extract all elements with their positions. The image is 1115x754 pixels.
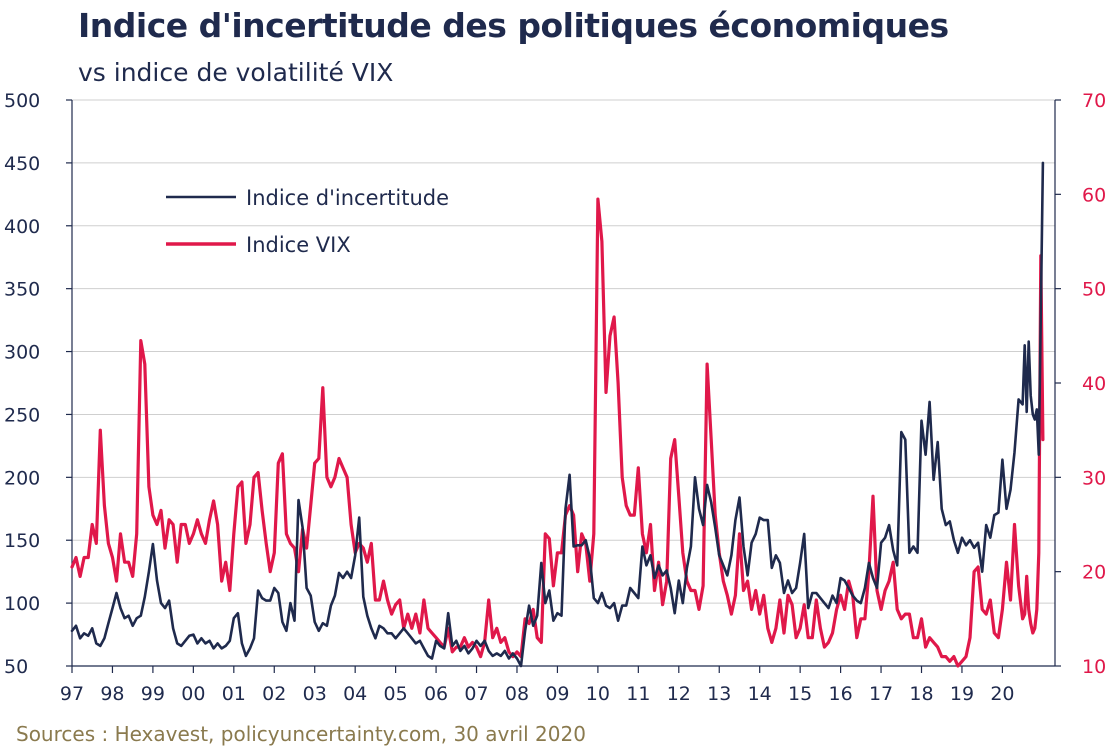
chart-title: Indice d'incertitude des politiques écon… — [78, 6, 949, 45]
x-tick-label: 98 — [100, 683, 124, 705]
x-tick-label: 02 — [262, 683, 286, 705]
x-tick-label: 17 — [869, 683, 893, 705]
x-tick-label: 05 — [384, 683, 408, 705]
y-right-tick-label: 10 — [1082, 656, 1106, 678]
y-right-tick-label: 50 — [1082, 279, 1106, 301]
y-left-tick-label: 350 — [4, 279, 40, 301]
y-right-tick-label: 40 — [1082, 373, 1106, 395]
y-left-tick-label: 150 — [4, 530, 40, 552]
legend-item-vix: Indice VIX — [166, 233, 351, 257]
chart-source: Sources : Hexavest, policyuncertainty.co… — [16, 722, 586, 746]
x-tick-label: 16 — [829, 683, 853, 705]
x-tick-label: 97 — [60, 683, 84, 705]
axes: 5010015020025030035040045050010203040506… — [4, 90, 1106, 705]
x-tick-label: 20 — [990, 683, 1014, 705]
y-left-tick-label: 100 — [4, 593, 40, 615]
legend-item-uncertainty: Indice d'incertitude — [166, 186, 449, 210]
y-right-tick-label: 70 — [1082, 90, 1106, 112]
x-tick-label: 15 — [788, 683, 812, 705]
x-tick-label: 04 — [343, 683, 367, 705]
x-tick-label: 14 — [748, 683, 772, 705]
series-line-vix — [70, 197, 1045, 668]
series-group — [70, 161, 1045, 668]
y-left-tick-label: 250 — [4, 404, 40, 426]
x-tick-label: 18 — [909, 683, 933, 705]
x-tick-label: 19 — [950, 683, 974, 705]
y-left-tick-label: 300 — [4, 342, 40, 364]
y-right-tick-label: 20 — [1082, 562, 1106, 584]
x-tick-label: 10 — [586, 683, 610, 705]
legend: Indice d'incertitude Indice VIX — [166, 186, 449, 257]
x-tick-label: 03 — [303, 683, 327, 705]
x-tick-label: 08 — [505, 683, 529, 705]
y-left-tick-label: 450 — [4, 153, 40, 175]
x-tick-label: 11 — [626, 683, 650, 705]
x-tick-label: 07 — [464, 683, 488, 705]
legend-label: Indice d'incertitude — [246, 186, 449, 210]
chart-subtitle: vs indice de volatilité VIX — [78, 58, 394, 87]
x-tick-label: 00 — [181, 683, 205, 705]
x-tick-label: 06 — [424, 683, 448, 705]
x-tick-label: 99 — [141, 683, 165, 705]
y-left-tick-label: 50 — [4, 656, 28, 678]
x-tick-label: 12 — [667, 683, 691, 705]
y-left-tick-label: 400 — [4, 216, 40, 238]
x-tick-label: 01 — [222, 683, 246, 705]
y-left-tick-label: 200 — [4, 467, 40, 489]
y-right-tick-label: 60 — [1082, 184, 1106, 206]
y-left-tick-label: 500 — [4, 90, 40, 112]
x-tick-label: 13 — [707, 683, 731, 705]
series-line-uncertainty — [70, 161, 1045, 668]
y-right-tick-label: 30 — [1082, 467, 1106, 489]
x-tick-label: 09 — [545, 683, 569, 705]
legend-label: Indice VIX — [246, 233, 351, 257]
